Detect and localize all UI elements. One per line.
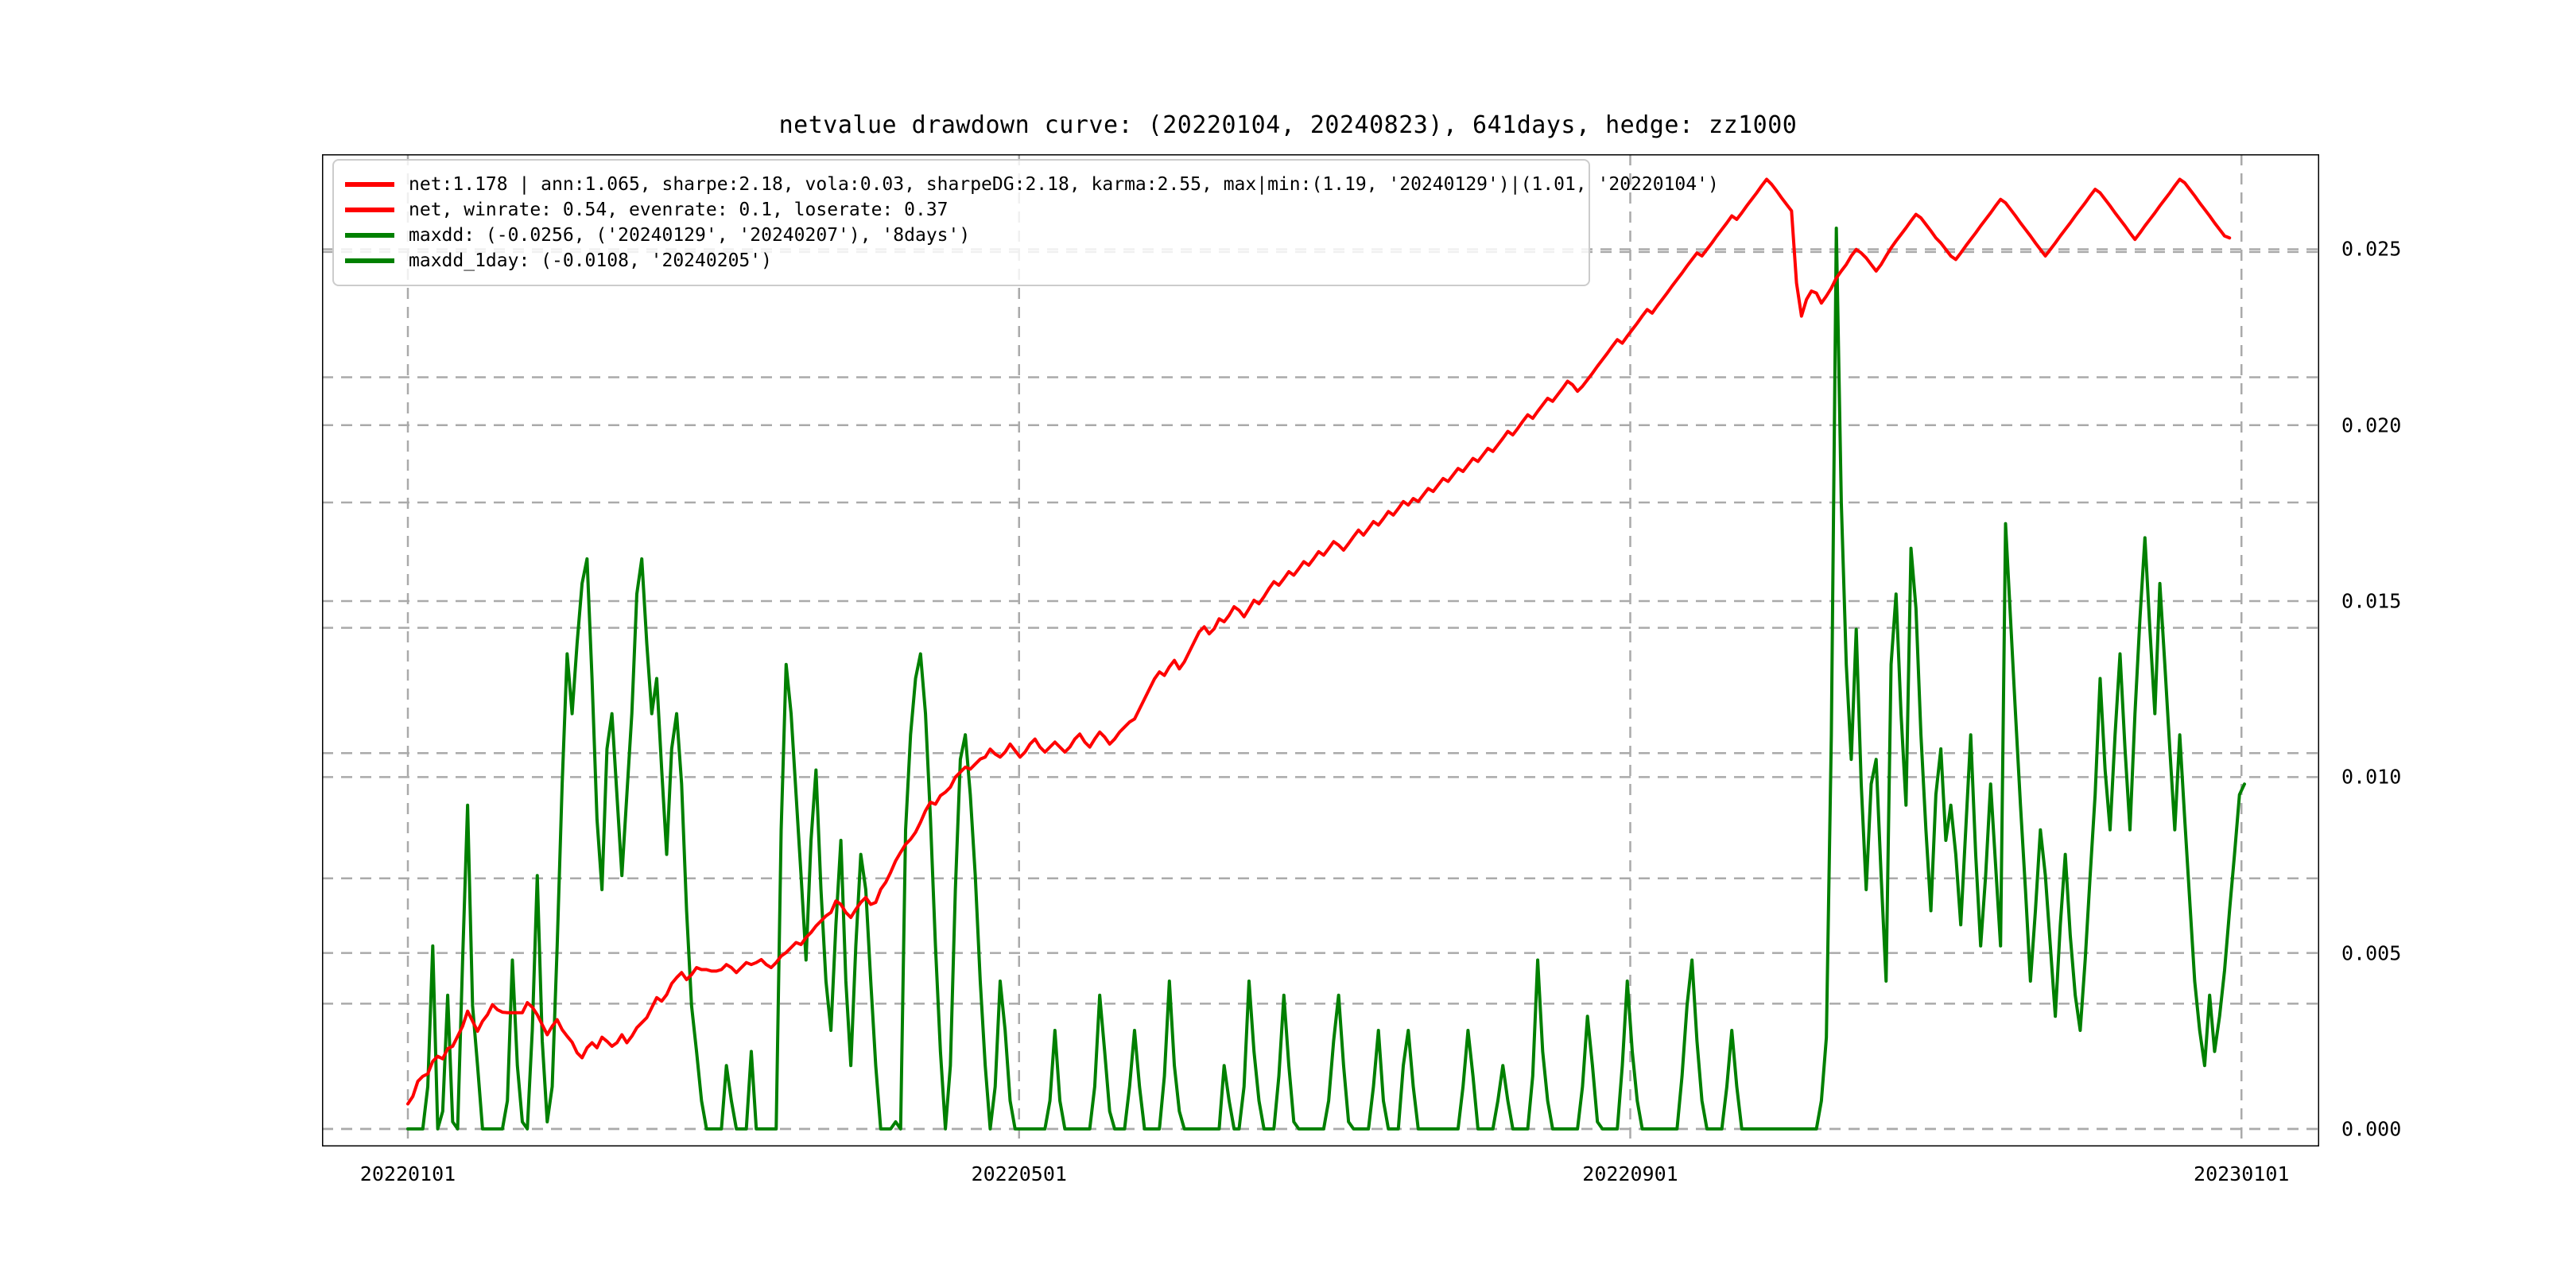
legend-label: maxdd_1day: (-0.0108, '20240205') xyxy=(409,250,772,271)
legend-entry[interactable]: maxdd_1day: (-0.0108, '20240205') xyxy=(345,248,1576,274)
y-axis-right-ticklabel: 0.000 xyxy=(2341,1117,2402,1141)
y-axis-right-ticklabel: 0.025 xyxy=(2341,237,2402,261)
plot-background xyxy=(322,154,2319,1146)
legend-label: net:1.178 | ann:1.065, sharpe:2.18, vola… xyxy=(409,173,1719,195)
legend-color-swatch xyxy=(345,233,394,238)
plot-svg xyxy=(322,154,2319,1146)
legend-entry[interactable]: net:1.178 | ann:1.065, sharpe:2.18, vola… xyxy=(345,172,1719,197)
legend-color-swatch xyxy=(345,208,394,212)
chart-legend: net:1.178 | ann:1.065, sharpe:2.18, vola… xyxy=(332,159,1719,286)
y-axis-right-ticklabel: 0.010 xyxy=(2341,765,2402,789)
y-axis-right-ticklabel: 0.020 xyxy=(2341,413,2402,437)
plot-area xyxy=(322,154,2319,1146)
legend-color-swatch xyxy=(345,258,394,263)
x-axis-ticklabel: 20220101 xyxy=(359,1162,456,1185)
chart-title: netvalue drawdown curve: (20220104, 2024… xyxy=(778,111,1798,139)
y-axis-right-ticklabel: 0.015 xyxy=(2341,589,2402,613)
legend-entry[interactable]: net, winrate: 0.54, evenrate: 0.1, loser… xyxy=(345,197,1576,223)
legend-color-swatch xyxy=(345,182,394,187)
y-axis-right-ticklabel: 0.005 xyxy=(2341,941,2402,965)
legend-label: net, winrate: 0.54, evenrate: 0.1, loser… xyxy=(409,199,949,220)
x-axis-ticklabel: 20220901 xyxy=(1582,1162,1678,1185)
series-lines xyxy=(406,177,2246,1131)
legend-label: maxdd: (-0.0256, ('20240129', '20240207'… xyxy=(409,224,971,246)
series-line-maxdd xyxy=(406,226,2246,1131)
x-axis-ticklabel: 20220501 xyxy=(971,1162,1067,1185)
series-line-net xyxy=(406,177,2232,1106)
legend-entry[interactable]: maxdd: (-0.0256, ('20240129', '20240207'… xyxy=(345,223,1576,248)
x-axis-ticklabel: 20230101 xyxy=(2194,1162,2290,1185)
